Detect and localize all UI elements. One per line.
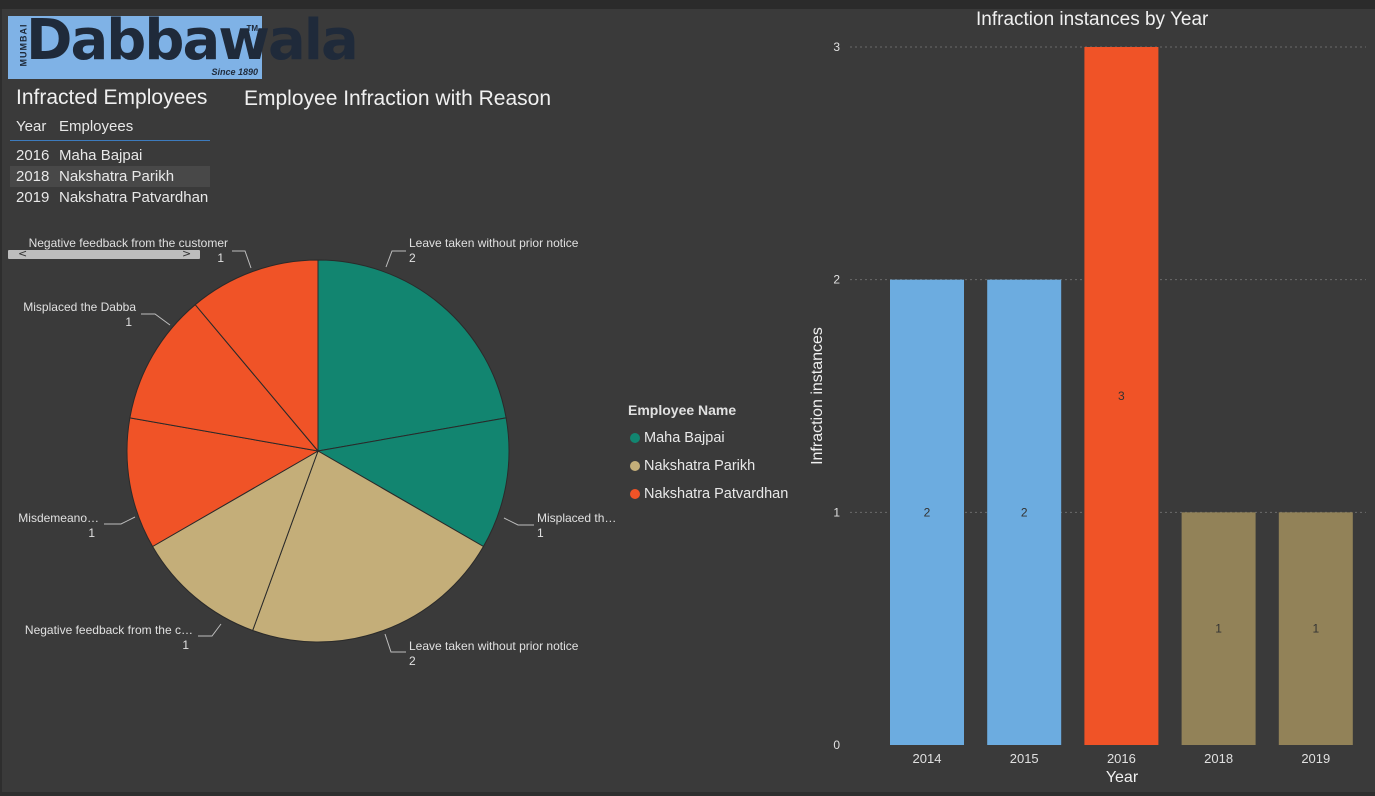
legend-dot	[630, 433, 640, 443]
y-tick-label: 1	[833, 505, 840, 519]
legend-label: Nakshatra Parikh	[644, 458, 756, 474]
legend-label: Maha Bajpai	[644, 430, 725, 446]
y-tick-label: 0	[833, 738, 840, 752]
bar-data-label: 1	[1215, 622, 1222, 636]
pie-slice-value: 1	[537, 526, 544, 540]
table-row[interactable]: 2019 Nakshatra Patvardhan	[10, 187, 210, 208]
y-tick-label: 2	[833, 273, 840, 287]
pie-leader-line	[385, 250, 406, 268]
pie-slice-label: Misdemeano…	[18, 511, 99, 525]
pie-slice[interactable]	[129, 303, 320, 452]
scroll-right-arrow[interactable]: >	[182, 247, 192, 260]
pie-leader-line	[141, 313, 171, 326]
pie-slice-value: 1	[125, 315, 132, 329]
pie-leader-line	[232, 250, 252, 269]
column-header-employees[interactable]: Employees	[59, 117, 134, 135]
logo-since: Since 1890	[211, 67, 258, 77]
y-tick-label: 3	[833, 40, 840, 54]
bar[interactable]	[987, 279, 1062, 745]
x-tick-label: 2018	[1204, 751, 1233, 766]
bar[interactable]	[1084, 47, 1159, 745]
legend-title: Employee Name	[628, 402, 737, 418]
pie-slice-label: Leave taken without prior notice	[409, 236, 579, 250]
x-tick-label: 2014	[913, 751, 942, 766]
legend-dot	[630, 489, 640, 499]
cell-year: 2019	[16, 189, 50, 206]
pie-slice-value: 2	[409, 251, 416, 265]
pie-slice[interactable]	[194, 259, 319, 453]
pie-legend: Employee Name Maha Bajpai Nakshatra Pari…	[628, 402, 788, 508]
cell-employee: Maha Bajpai	[59, 147, 143, 164]
y-axis-title: Infraction instances	[809, 327, 826, 465]
pie-slice-value: 2	[409, 654, 416, 668]
bar[interactable]	[890, 279, 964, 745]
legend-item[interactable]: Nakshatra Parikh	[628, 452, 788, 480]
bar-data-label: 2	[1021, 505, 1028, 519]
pie-slice-label: Misplaced the Dabba	[23, 300, 136, 314]
pie-slice-value: 1	[88, 526, 95, 540]
pie-slice[interactable]	[151, 449, 319, 632]
x-tick-label: 2015	[1010, 751, 1039, 766]
bar[interactable]	[1278, 512, 1353, 745]
pie-slice-value: 1	[182, 638, 189, 652]
pie-chart: Leave taken without prior notice2Misplac…	[18, 236, 616, 668]
label-scrollbar[interactable]: < >	[8, 247, 200, 260]
scroll-left-arrow[interactable]: <	[18, 247, 28, 260]
x-tick-label: 2019	[1301, 751, 1330, 766]
pie-slice[interactable]	[252, 450, 485, 643]
dabbawala-logo: MUMBAI Dabbawala TM Since 1890	[8, 8, 359, 79]
infracted-employees-table: Year Employees 2016 Maha Bajpai 2018 Nak…	[10, 112, 210, 208]
logo-trademark: TM	[246, 24, 258, 33]
cell-employee: Nakshatra Parikh	[59, 168, 175, 185]
top-strip	[0, 0, 1375, 9]
bar[interactable]	[1181, 512, 1256, 745]
pie-slice-label: Negative feedback from the customer	[29, 236, 228, 250]
pie-leader-line	[198, 623, 222, 637]
table-header: Year Employees	[10, 112, 210, 141]
bar-data-label: 3	[1118, 389, 1125, 403]
pie-slice[interactable]	[316, 417, 510, 548]
pie-slice[interactable]	[317, 259, 507, 452]
pie-slice-value: 1	[217, 251, 224, 265]
pie-leader-line	[503, 517, 534, 526]
pie-slice-label: Leave taken without prior notice	[409, 639, 579, 653]
bar-data-label: 2	[924, 505, 931, 519]
table-title: Infracted Employees	[16, 86, 208, 109]
column-header-year[interactable]: Year	[16, 117, 47, 135]
cell-year: 2016	[16, 147, 50, 164]
table-row[interactable]: 2018 Nakshatra Parikh	[10, 166, 210, 187]
logo-wordmark: Dabbawala	[26, 8, 359, 73]
bottom-edge	[0, 792, 1375, 796]
x-axis-title: Year	[1106, 769, 1139, 786]
cell-employee: Nakshatra Patvardhan	[59, 189, 209, 206]
pie-leader-line	[384, 633, 406, 653]
table-row[interactable]: 2016 Maha Bajpai	[10, 145, 210, 166]
legend-item[interactable]: Maha Bajpai	[628, 424, 788, 452]
pie-slice-label: Negative feedback from the c…	[25, 623, 193, 637]
pie-chart-title: Employee Infraction with Reason	[244, 87, 551, 110]
pie-leader-line	[104, 516, 136, 525]
x-tick-label: 2016	[1107, 751, 1136, 766]
legend-label: Nakshatra Patvardhan	[644, 486, 789, 502]
bar-data-label: 1	[1312, 622, 1319, 636]
cell-year: 2018	[16, 168, 50, 185]
pie-slice-label: Misplaced th…	[537, 511, 616, 525]
legend-item[interactable]: Nakshatra Patvardhan	[628, 480, 788, 508]
legend-dot	[630, 461, 640, 471]
bar-chart-title: Infraction instances by Year	[976, 9, 1209, 30]
left-edge	[0, 9, 2, 796]
pie-slice[interactable]	[126, 417, 320, 548]
